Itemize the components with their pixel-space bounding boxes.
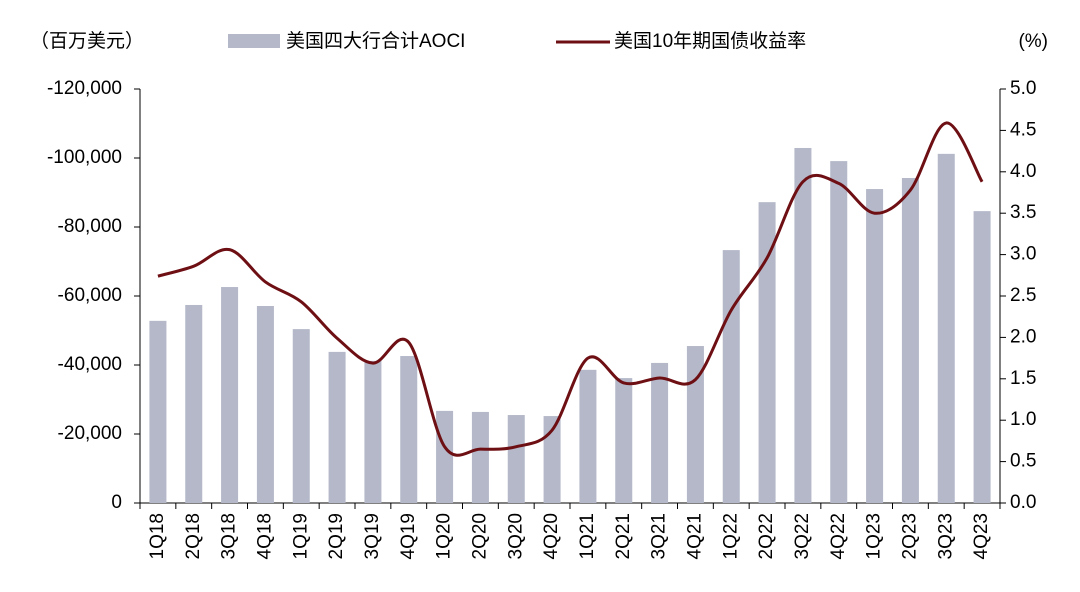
y2-tick-label: 4.0: [1010, 161, 1036, 182]
y2-tick-label: 2.0: [1010, 326, 1036, 347]
y-tick-label: -20,000: [58, 423, 122, 444]
x-tick-label: 1Q23: [864, 513, 885, 559]
bar: [507, 415, 525, 503]
y2-tick-label: 1.5: [1010, 368, 1036, 389]
x-tick-label: 3Q20: [505, 513, 526, 559]
bar: [149, 320, 167, 503]
bar: [758, 202, 776, 503]
bar: [830, 161, 848, 504]
y-tick-label: -60,000: [58, 285, 122, 306]
bar: [794, 147, 812, 503]
legend-swatch-bar: [228, 34, 280, 48]
legend-label: 美国四大行合计AOCI: [286, 30, 465, 52]
legend-label: 美国10年期国债收益率: [614, 30, 806, 52]
bar: [471, 411, 489, 503]
x-tick-label: 3Q19: [362, 513, 383, 559]
x-tick-label: 1Q20: [434, 513, 455, 559]
x-tick-label: 4Q23: [971, 513, 992, 559]
bar: [722, 250, 740, 503]
x-tick-label: 2Q19: [326, 513, 347, 559]
x-tick-label: 2Q22: [756, 513, 777, 559]
bar: [651, 362, 669, 503]
bar: [436, 410, 454, 503]
x-tick-label: 4Q18: [254, 513, 275, 559]
bar: [937, 153, 955, 504]
x-tick-label: 2Q20: [469, 513, 490, 559]
x-tick-label: 3Q18: [219, 513, 240, 559]
right-unit: (%): [1018, 31, 1048, 52]
x-tick-label: 4Q22: [828, 513, 849, 559]
y2-tick-label: 1.0: [1010, 409, 1036, 430]
y-tick-label: -80,000: [58, 216, 122, 237]
bar: [973, 211, 991, 503]
x-tick-label: 3Q22: [792, 513, 813, 559]
x-tick-label: 1Q18: [147, 513, 168, 559]
x-tick-label: 4Q19: [398, 513, 419, 559]
line: [157, 121, 984, 457]
x-tick-label: 2Q21: [613, 513, 634, 559]
y2-tick-label: 3.0: [1010, 244, 1036, 265]
bar: [901, 178, 919, 503]
bar: [256, 306, 274, 503]
x-tick-label: 3Q23: [935, 513, 956, 559]
x-tick-label: 2Q18: [183, 513, 204, 559]
bar: [221, 287, 239, 503]
bar: [543, 416, 561, 503]
x-tick-label: 4Q20: [541, 513, 562, 559]
y2-tick-label: 0.0: [1010, 492, 1036, 513]
y2-tick-label: 5.0: [1010, 78, 1036, 99]
bar: [686, 346, 704, 503]
bar: [579, 369, 597, 503]
x-tick-label: 1Q22: [720, 513, 741, 559]
bar: [615, 378, 633, 503]
y2-tick-label: 4.5: [1010, 119, 1036, 140]
bar: [364, 360, 382, 503]
x-tick-label: 2Q23: [899, 513, 920, 559]
y2-tick-label: 0.5: [1010, 451, 1036, 472]
left-unit: （百万美元）: [30, 30, 144, 52]
y2-tick-label: 2.5: [1010, 285, 1036, 306]
bar: [292, 329, 310, 503]
y-tick-label: -120,000: [47, 78, 122, 99]
y-tick-label: -40,000: [58, 354, 122, 375]
x-tick-label: 4Q21: [684, 513, 705, 559]
x-tick-label: 1Q21: [577, 513, 598, 559]
bar: [400, 356, 418, 503]
x-tick-label: 1Q19: [290, 513, 311, 559]
y-tick-label: 0: [111, 492, 122, 513]
y-tick-label: -100,000: [47, 147, 122, 168]
bar: [328, 351, 346, 503]
bar: [866, 189, 884, 504]
y2-tick-label: 3.5: [1010, 202, 1036, 223]
bar: [185, 304, 203, 503]
x-tick-label: 3Q21: [649, 513, 670, 559]
